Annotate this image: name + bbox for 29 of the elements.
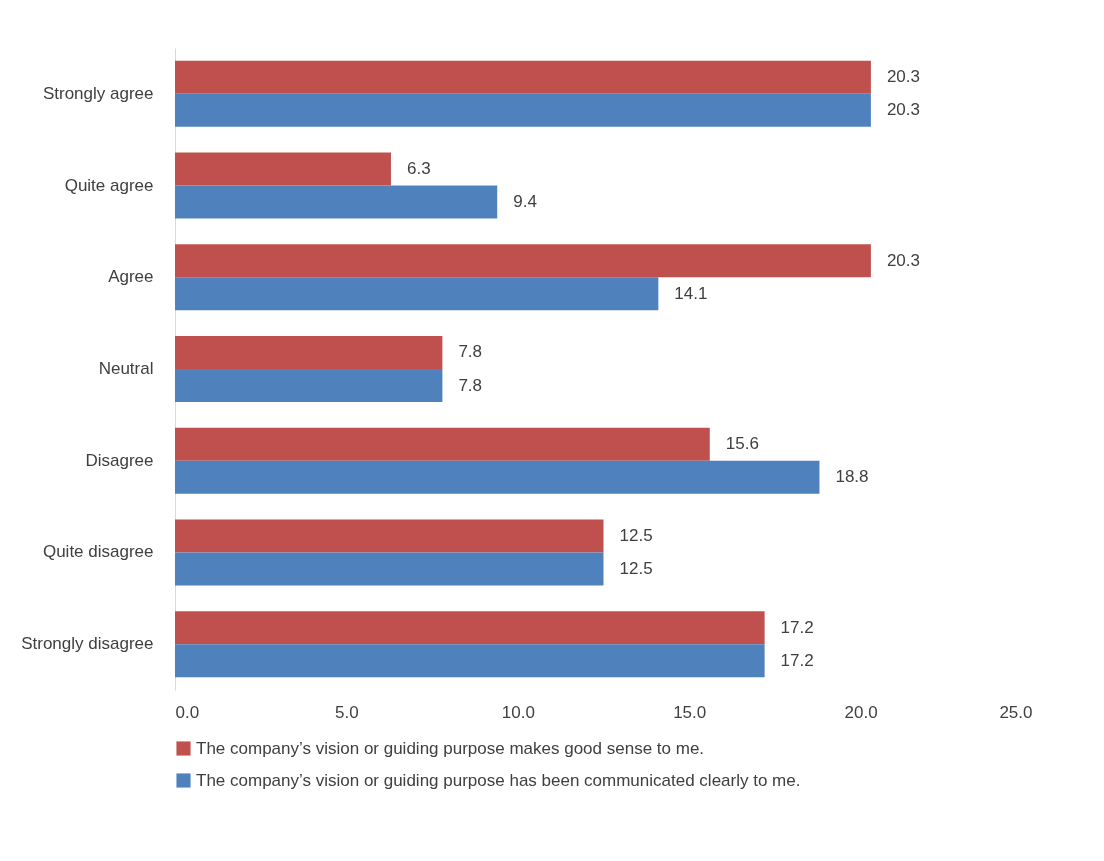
x-tick-label: 15.0 (673, 702, 707, 722)
data-label: 20.3 (886, 100, 920, 120)
y-tick-label: Strongly disagree (21, 634, 154, 654)
data-label: 12.5 (619, 558, 653, 578)
data-label: 20.3 (886, 67, 920, 87)
legend-label: The company’s vision or guiding purpose has been communicated clearly to me. (196, 770, 801, 790)
data-label: 18.8 (835, 467, 869, 487)
y-tick-label: Quite agree (64, 175, 154, 195)
x-tick-label: 20.0 (844, 702, 878, 722)
data-label: 9.4 (513, 192, 537, 212)
y-tick-label: Disagree (85, 450, 154, 470)
x-tick-label: 10.0 (501, 702, 535, 722)
x-tick-label: 25.0 (999, 702, 1033, 722)
y-tick-label: Agree (108, 267, 154, 287)
y-tick-label: Neutral (98, 359, 154, 378)
legend-label: The company’s vision or guiding purpose makes good sense to me. (196, 738, 705, 758)
data-label: 14.1 (674, 283, 708, 303)
data-label: 7.8 (458, 375, 483, 395)
y-tick-label: Quite disagree (42, 542, 154, 562)
data-label: 15.6 (725, 434, 759, 454)
data-label: 6.3 (406, 159, 431, 179)
data-label: 7.8 (458, 342, 483, 362)
y-tick-label: Strongly agree (42, 83, 154, 103)
data-label: 17.2 (780, 650, 814, 670)
x-tick-label: 0.0 (175, 702, 200, 722)
data-label: 12.5 (619, 525, 653, 545)
data-label: 20.3 (886, 250, 920, 270)
data-label: 17.2 (780, 617, 814, 637)
x-tick-label: 5.0 (335, 702, 359, 722)
